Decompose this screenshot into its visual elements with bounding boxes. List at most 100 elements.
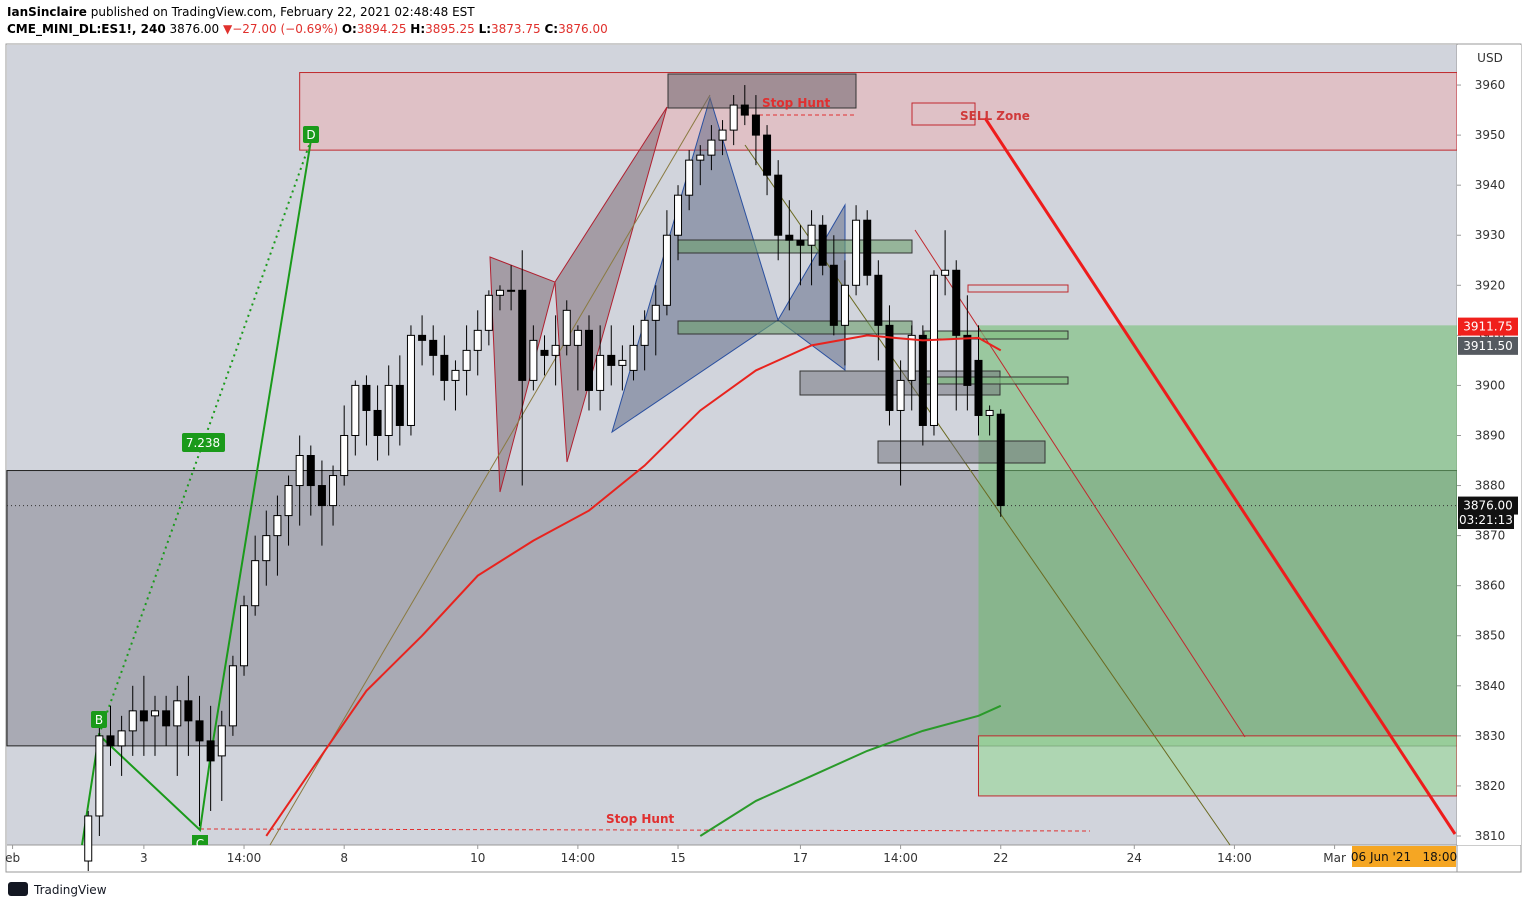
label-bg <box>303 126 319 143</box>
y-tick-label: 3820 <box>1475 779 1506 793</box>
candle-body <box>473 329 482 351</box>
candle-body <box>751 114 760 136</box>
candle-body <box>329 475 338 507</box>
c: 3876.00 <box>558 22 608 36</box>
header-line-1: IanSinclaire published on TradingView.co… <box>7 5 475 19</box>
candle-body <box>996 413 1005 507</box>
x-tick-label: 14:00 <box>883 851 918 865</box>
candle-body <box>596 354 605 391</box>
candle-body <box>340 434 349 477</box>
candle-body <box>106 735 115 747</box>
candle-body <box>573 329 582 346</box>
x-tick-label: 15 <box>670 851 685 865</box>
candle-body <box>952 269 961 336</box>
zone <box>299 72 1458 151</box>
candle-body <box>317 485 326 507</box>
x-tick-label: 10 <box>470 851 485 865</box>
y-tick-label: 3940 <box>1475 178 1506 192</box>
candle-body <box>885 324 894 411</box>
candle-body <box>763 134 772 176</box>
label-bg <box>91 711 107 728</box>
zone <box>977 735 1458 797</box>
trend <box>983 117 1457 835</box>
y-tick-label: 3860 <box>1475 579 1506 593</box>
candle-body <box>484 294 493 331</box>
annotation: B <box>95 713 103 727</box>
candle-body <box>206 740 215 762</box>
x-tick-label: 14:00 <box>561 851 596 865</box>
candle-body <box>362 384 371 411</box>
candle-body <box>685 159 694 196</box>
currency: USD <box>1477 51 1503 65</box>
annotation: SELL Zone <box>960 109 1030 123</box>
candle-body <box>295 455 304 487</box>
y-tick-label: 3830 <box>1475 729 1506 743</box>
candle-body <box>729 104 738 131</box>
candle-body <box>863 219 872 276</box>
trend <box>269 94 711 846</box>
l: 3873.75 <box>491 22 541 36</box>
candle-body <box>829 264 838 326</box>
candle-body <box>173 700 182 727</box>
last: 3876.00 <box>169 22 220 36</box>
annotation: Stop Hunt <box>762 96 831 110</box>
candle-body <box>117 730 126 747</box>
candle-body <box>929 274 938 426</box>
candle-body <box>840 284 849 326</box>
candle-body <box>674 194 683 236</box>
candle-body <box>151 710 160 717</box>
candle-body <box>217 725 226 757</box>
y-tick-label: 3960 <box>1475 78 1506 92</box>
x-tick-label: 24 <box>1127 851 1142 865</box>
candle-body <box>462 349 471 371</box>
price-axis <box>1457 45 1521 845</box>
marks <box>84 85 1005 872</box>
symbol: CME_MINI_DL:ES1!, 240 <box>7 22 166 36</box>
candle-body <box>796 239 805 246</box>
candle-body <box>429 339 438 356</box>
author: IanSinclaire <box>7 5 87 19</box>
brand: TradingView <box>33 883 107 897</box>
candle-body <box>640 319 649 346</box>
price-label: 3911.75 <box>1463 320 1513 334</box>
candle-body <box>585 329 594 391</box>
candle-body <box>918 334 927 426</box>
x-tick-label: 8 <box>340 851 348 865</box>
candle-body <box>395 384 404 426</box>
candle-body <box>162 710 171 727</box>
candle-body <box>495 289 504 296</box>
annotation: 7.238 <box>186 436 220 450</box>
x-tick-label: 17 <box>793 851 808 865</box>
logo <box>8 882 28 896</box>
y-tick-label: 3850 <box>1475 629 1506 643</box>
candle-body <box>373 409 382 436</box>
price-label-bg <box>1458 496 1518 515</box>
candle-body <box>139 710 148 722</box>
candle-body <box>896 379 905 411</box>
candle-body <box>273 515 282 537</box>
y-tick-label: 3810 <box>1475 829 1506 843</box>
candle-body <box>562 309 571 346</box>
y-tick-label: 3930 <box>1475 228 1506 242</box>
y-tick-label: 3900 <box>1475 378 1506 392</box>
box <box>677 239 913 254</box>
candle-body <box>240 605 249 667</box>
zones <box>6 72 1458 797</box>
x-tick-label: eb <box>5 851 20 865</box>
candle-body <box>540 349 549 356</box>
candle-body <box>874 274 883 326</box>
o: 3894.25 <box>356 22 407 36</box>
candle-body <box>852 219 861 286</box>
annotation: D <box>306 128 315 142</box>
candle-body <box>785 234 794 241</box>
header-line-2: CME_MINI_DL:ES1!, 240 3876.00 ▼−27.00 (−… <box>7 22 608 36</box>
candle-body <box>551 344 560 356</box>
candle-body <box>662 234 671 306</box>
candle-body <box>718 129 727 141</box>
candle-body <box>907 334 916 381</box>
candle-body <box>228 665 237 727</box>
box <box>911 102 976 126</box>
y-tick-label: 3890 <box>1475 428 1506 442</box>
arrow: ▼ <box>223 22 233 36</box>
